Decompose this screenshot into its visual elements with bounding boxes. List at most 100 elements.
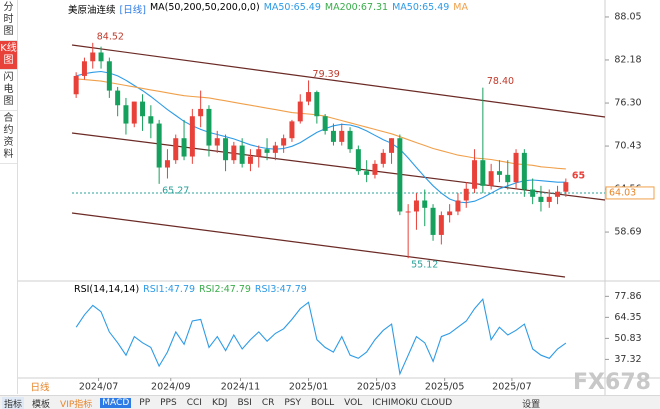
period[interactable]: [日线]: [119, 5, 146, 16]
candle-body: [98, 52, 104, 62]
toolbar-item[interactable]: PP: [139, 398, 151, 408]
candle-body: [538, 196, 544, 202]
candle-body: [555, 191, 561, 197]
candle-body: [164, 160, 170, 168]
instrument: 美原油连续: [68, 5, 116, 16]
candle-body: [438, 215, 444, 235]
high-label: 84.52: [97, 31, 124, 42]
candle-body: [131, 101, 137, 124]
toolbar-item[interactable]: ICHIMOKU CLOUD: [372, 398, 453, 408]
legend-item: MA: [453, 2, 468, 13]
y-tick-label: 77.86: [614, 291, 641, 302]
toolbar-item[interactable]: CR: [261, 398, 275, 408]
candle-body: [256, 149, 262, 157]
candle-body: [463, 188, 469, 201]
toolbar-item[interactable]: MACD: [100, 398, 132, 408]
toolbar-item[interactable]: CCI: [186, 398, 202, 408]
candle-body: [231, 145, 237, 161]
candle-body: [505, 174, 511, 183]
candle-body: [355, 149, 361, 172]
toolbar-item[interactable]: KDJ: [211, 398, 228, 408]
legend-item: RSI2:47.79: [199, 284, 251, 295]
rsi-title: RSI(14,14,14): [74, 284, 140, 295]
candle-body: [380, 152, 386, 164]
candle-body: [422, 200, 428, 208]
side-tab[interactable]: K线图: [0, 41, 17, 70]
x-tick-label: 2025/07: [492, 382, 531, 393]
toolbar-item[interactable]: 模板: [32, 399, 51, 409]
candle-body: [123, 105, 129, 124]
candle-body: [546, 196, 552, 202]
candle-body: [480, 160, 486, 186]
candle-body: [198, 108, 204, 117]
x-tick-label: 2025/05: [425, 382, 464, 393]
toolbar-item[interactable]: PSY: [284, 398, 302, 408]
current-price-label: 64.03: [609, 187, 636, 198]
toolbar-item[interactable]: PPS: [160, 398, 177, 408]
candle-body: [239, 145, 245, 164]
candle-body: [189, 116, 195, 157]
price-header: 美原油连续 [日线] MA(50,200,50,200,0,0) MA50:65…: [68, 2, 468, 16]
candle-body: [306, 92, 312, 102]
candle-body: [90, 52, 96, 62]
candle-body: [405, 211, 411, 213]
candle-body: [272, 145, 278, 153]
period-tab[interactable]: 日线: [30, 382, 50, 394]
last-marker: 65: [572, 170, 585, 181]
candle-body: [389, 138, 395, 153]
candle-body: [413, 200, 419, 212]
candle-body: [496, 171, 502, 175]
bg: [18, 0, 660, 395]
x-tick-label: 2025/01: [289, 382, 328, 393]
y-tick-label: 82.18: [614, 54, 641, 65]
low-label: 55.12: [411, 260, 438, 271]
legend-item: MA50:65.49: [263, 2, 321, 13]
candle-body: [455, 200, 461, 212]
candle-body: [563, 182, 569, 192]
ma-line: [76, 70, 566, 204]
candle-body: [106, 61, 112, 91]
toolbar: 指标 模板 VIP指标 MACD PP PPS CCI KDJ BSI CR PSY BOLL VOL I…: [0, 395, 660, 409]
legend-item: MA50:65.49: [392, 2, 450, 13]
candle-body: [148, 116, 154, 124]
candle-body: [314, 92, 320, 117]
toolbar-item[interactable]: VIP指标: [60, 399, 93, 409]
toolbar-item[interactable]: VOL: [344, 398, 363, 408]
candle-body: [297, 101, 303, 122]
candle-body: [73, 75, 79, 95]
candle-body: [289, 121, 295, 139]
toolbar-item[interactable]: 设置: [522, 399, 541, 409]
candle-body: [488, 171, 494, 186]
toolbar-item[interactable]: 指标: [2, 396, 25, 409]
candle-body: [181, 138, 187, 157]
candle-body: [330, 130, 336, 142]
candle-body: [521, 152, 527, 190]
candle-body: [81, 61, 87, 76]
watermark: FX678: [573, 370, 651, 395]
side-tab[interactable]: 合约资料: [0, 111, 17, 164]
candle-body: [264, 149, 270, 153]
candle-body: [281, 138, 287, 146]
candle-body: [156, 123, 162, 168]
toolbar-item[interactable]: BSI: [237, 398, 252, 408]
candle-body: [447, 211, 453, 216]
x-tick-label: 2024/09: [151, 382, 190, 393]
candle-body: [339, 130, 345, 142]
low-label: 65.27: [162, 185, 189, 196]
candle-body: [247, 156, 253, 164]
side-tab[interactable]: 闪电图: [0, 70, 17, 111]
y-tick-label: 37.32: [614, 354, 641, 365]
legend-item: MA200:67.31: [324, 2, 389, 13]
toolbar-item[interactable]: BOLL: [311, 398, 335, 408]
rsi-header: RSI(14,14,14) RSI1:47.79 RSI2:47.79 RSI3…: [74, 284, 307, 295]
candle-body: [397, 138, 403, 212]
legend-item: RSI1:47.79: [143, 284, 196, 295]
candle-body: [364, 171, 370, 175]
x-tick-label: 2024/11: [221, 382, 260, 393]
side-tab[interactable]: 分时图: [0, 0, 17, 41]
sidebar: 分时图 K线图 闪电图 合约资料: [0, 0, 18, 394]
candle-body: [223, 138, 229, 161]
y-tick-label: 64.35: [614, 312, 641, 323]
